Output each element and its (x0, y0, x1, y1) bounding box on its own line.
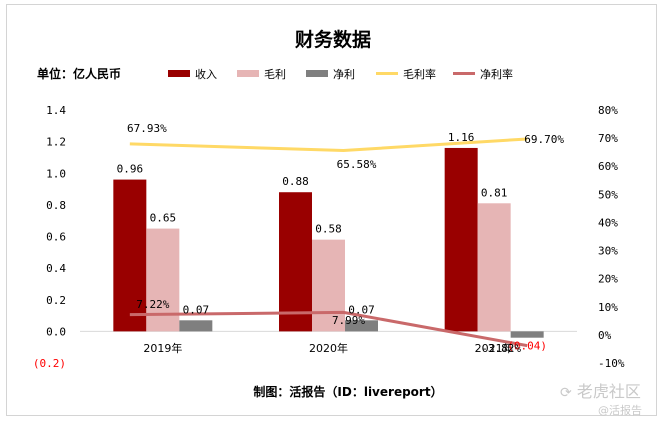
x-axis-tick: 2021年 (475, 341, 514, 355)
watermark-logo-icon: ⟳ (560, 385, 572, 401)
bar-data-label: 1.16 (448, 131, 475, 144)
watermark-text: 老虎社区 (576, 382, 641, 401)
line-data-label: 65.58% (337, 158, 377, 171)
right-axis-tick: 30% (598, 245, 618, 258)
bar-data-label: 0.88 (282, 175, 309, 188)
bar-data-label: 0.65 (150, 212, 177, 225)
legend-label: 毛利率 (403, 67, 436, 81)
bar-毛利 (146, 228, 180, 332)
bar-收入 (279, 192, 312, 332)
left-axis-tick: 0.4 (46, 262, 66, 275)
lines (129, 137, 528, 348)
watermark-sub: @活报告 (598, 404, 642, 417)
bar-毛利 (312, 239, 345, 332)
legend-swatch (168, 70, 190, 77)
legend-label: 净利率 (480, 67, 513, 81)
left-axis-tick: 1.2 (46, 136, 66, 149)
right-axis-tick: 80% (598, 104, 618, 117)
chart-title: 财务数据 (295, 28, 371, 51)
bar-收入 (444, 147, 478, 332)
bar-净利 (179, 320, 213, 332)
right-axis-tick: 60% (598, 160, 618, 173)
legend-label: 收入 (195, 67, 217, 81)
line-data-label: 7.99% (332, 314, 365, 327)
legend-label: 净利 (333, 67, 355, 81)
line-毛利率 (129, 137, 528, 153)
line-净利率 (129, 310, 528, 348)
data-labels: 0.96 0.88 1.16 0.65 0.58 0.81 0.07 0.07 (0.04) 67… (117, 122, 565, 355)
bar-净利 (345, 320, 378, 332)
bar-data-label: 0.58 (315, 223, 342, 236)
legend: 收入 毛利 净利 毛利率 净利率 (168, 67, 513, 81)
x-axis-tick: 2020年 (309, 341, 348, 355)
bar-data-label: 0.07 (183, 303, 210, 316)
bar-data-label: (0.04) (507, 340, 547, 353)
legend-label: 毛利 (264, 68, 286, 81)
left-axis-tick: 0.8 (46, 199, 66, 212)
bar-data-label: 0.96 (117, 163, 144, 176)
left-axis-tick: 0.2 (46, 294, 66, 307)
right-axis-tick: 70% (598, 132, 618, 145)
left-axis-tick: 0.6 (46, 231, 66, 244)
right-axis-tick: 10% (598, 301, 618, 314)
left-axis-tick: 1.4 (46, 104, 66, 117)
bars (113, 147, 544, 338)
line-data-label: 69.70% (524, 133, 564, 146)
bar-净利 (510, 331, 544, 338)
x-axis-tick: 2019年 (143, 341, 182, 355)
legend-swatch (237, 70, 259, 77)
line-data-label: 67.93% (127, 122, 167, 135)
right-axis-tick: -10% (598, 357, 625, 370)
left-axis-tick: 1.0 (46, 167, 66, 180)
left-axis-tick: (0.2) (33, 357, 66, 370)
right-axis-tick: 50% (598, 188, 618, 201)
legend-swatch (306, 70, 328, 77)
bar-收入 (113, 179, 147, 332)
right-axis-tick: 0% (598, 329, 612, 342)
right-axis-tick: 40% (598, 216, 618, 229)
left-axis-tick: 0.0 (46, 325, 66, 338)
bar-data-label: 0.07 (348, 303, 375, 316)
bar-毛利 (477, 203, 511, 332)
line-data-label: 7.22% (136, 298, 169, 311)
unit-label: 单位：亿人民币 (37, 66, 121, 81)
line-data-label: -3.82% (481, 342, 521, 355)
source-caption: 制图：活报告（ID：livereport） (253, 384, 442, 399)
right-axis-tick: 20% (598, 273, 618, 286)
bar-data-label: 0.81 (481, 186, 508, 199)
watermark-main: ⟳ 老虎社区 (560, 378, 641, 402)
